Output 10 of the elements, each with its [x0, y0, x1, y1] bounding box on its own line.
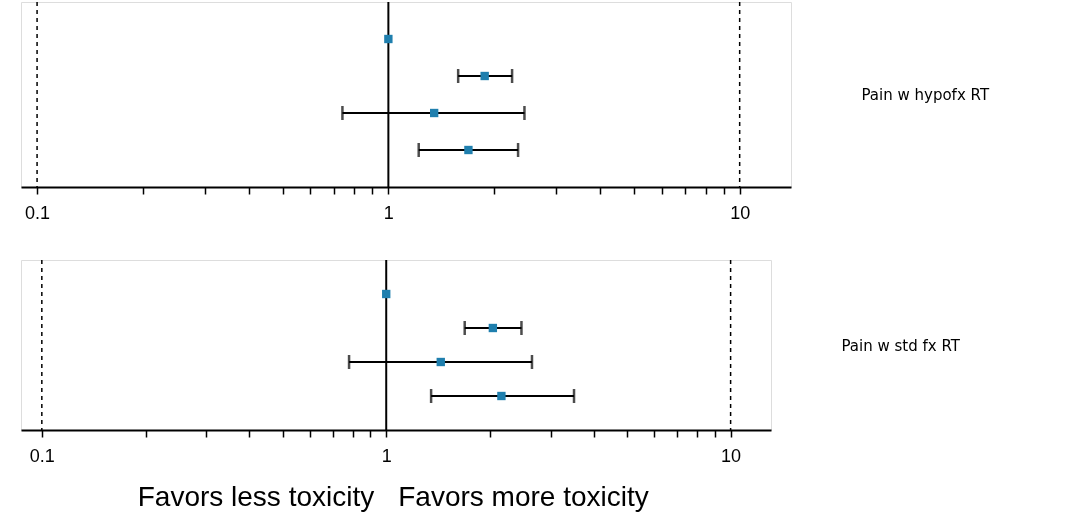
- text: Favors less toxicity: [137, 481, 375, 512]
- x-tick-label: 0.1: [29, 445, 55, 466]
- x-tick-label: 0.1: [25, 202, 51, 223]
- text: Favors more toxicity: [398, 481, 649, 512]
- y-axis-title: Pain w std fx RT: [841, 336, 961, 355]
- x-tick-label: 1: [383, 202, 394, 223]
- x-tick-label: 1: [381, 445, 392, 466]
- x-tick-label: 10: [721, 445, 742, 466]
- y-axis-title: Pain w hypofx RT: [861, 86, 990, 104]
- x-tick-label: 10: [730, 202, 751, 223]
